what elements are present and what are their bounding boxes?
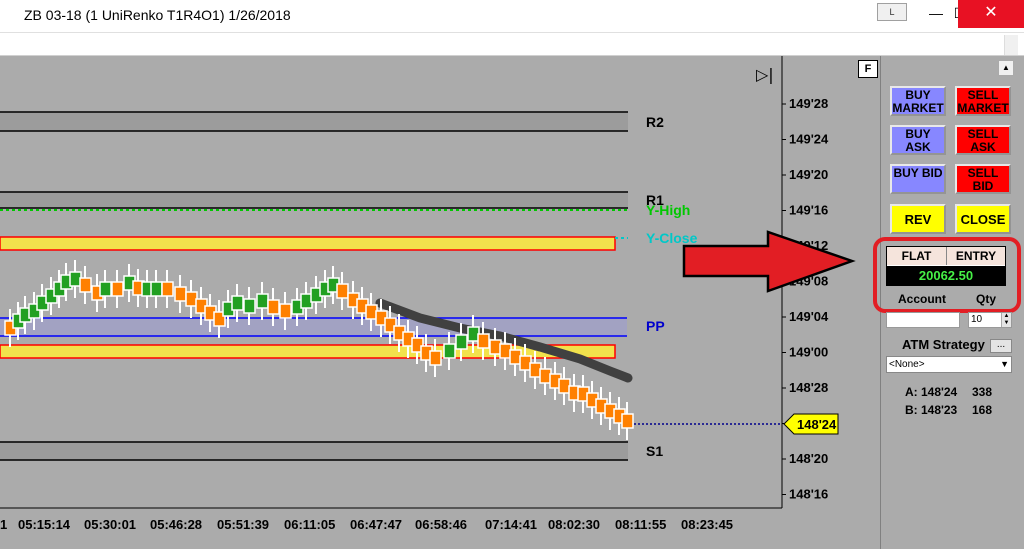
toolbar-scrollbar[interactable] [1004, 35, 1018, 55]
time-tick-label: 06:58:46 [415, 517, 467, 532]
time-tick-label: 08:23:45 [681, 517, 733, 532]
price-tick-label: 149'24 [789, 132, 829, 147]
time-axis: 1 05:15:14 05:30:01 05:46:28 05:51:39 06:11:0… [0, 517, 733, 532]
time-tick-label: 05:51:39 [217, 517, 269, 532]
pnl-value: 20062.50 [887, 266, 1005, 285]
atm-more-button[interactable]: ... [990, 339, 1012, 353]
pp-label: PP [646, 318, 665, 334]
atm-strategy-value: <None> [889, 359, 925, 370]
candle-up [256, 293, 269, 309]
candle-down [161, 281, 174, 297]
atm-strategy-label: ATM Strategy [902, 337, 985, 352]
position-box: FLAT ENTRY 20062.50 [886, 246, 1006, 286]
ask-size: 338 [972, 385, 993, 399]
time-tick-label: 08:02:30 [548, 517, 600, 532]
account-label: Account [898, 292, 946, 306]
price-chart[interactable]: R2 R1 Y-High Y-Close PP S1 149'28 149'24 1… [0, 56, 880, 549]
candle-up [243, 298, 256, 314]
sell-bid-button[interactable]: SELL BID [955, 164, 1011, 194]
candle-down [267, 299, 280, 315]
link-button[interactable]: L [877, 3, 907, 21]
last-price-marker [783, 413, 839, 435]
s1-band [0, 442, 628, 460]
candle-down [213, 311, 226, 327]
pivot-band [0, 318, 627, 336]
y-high-label: Y-High [646, 202, 690, 218]
r1-label: R1 [646, 192, 664, 208]
time-tick-label: 06:47:47 [350, 517, 402, 532]
toolbar-strip [0, 32, 1024, 56]
time-tick-label: 08:11:55 [615, 517, 666, 532]
entry-label: ENTRY [947, 247, 1005, 265]
sell-ask-button[interactable]: SELL ASK [955, 125, 1011, 155]
buy-market-button[interactable]: BUY MARKET [890, 86, 946, 116]
qty-label: Qty [976, 292, 997, 306]
candle-up [99, 281, 112, 297]
candle-down [79, 277, 92, 293]
time-tick-label: 06:11:05 [284, 517, 335, 532]
candle-down [174, 286, 187, 302]
price-tick-label: 149'20 [789, 167, 828, 182]
price-axis: 149'28149'24149'20149'16149'12149'08149'… [782, 96, 829, 502]
time-tick-label: 05:15:14 [18, 517, 71, 532]
panel-scroll-up-button[interactable]: ▲ [998, 60, 1014, 76]
price-tick-label: 149'16 [789, 203, 828, 218]
bid-size: 168 [972, 403, 993, 417]
account-select[interactable] [886, 312, 960, 328]
annotation-arrow [682, 230, 856, 293]
price-tick-label: 149'28 [789, 96, 828, 111]
close-button[interactable]: ✕ [958, 0, 1024, 28]
candle-down [384, 317, 397, 333]
r1-band [0, 192, 628, 208]
qty-value: 10 [971, 314, 983, 325]
candle-down [279, 303, 292, 319]
candle-up [443, 343, 456, 359]
candle-up [28, 303, 41, 319]
time-tick-label: 05:46:28 [150, 517, 202, 532]
price-tick-label: 148'20 [789, 451, 828, 466]
candle-series [4, 260, 634, 440]
last-price-label: 148'24 [797, 417, 837, 432]
price-tick-label: 149'04 [789, 309, 829, 324]
f-button[interactable]: F [858, 60, 878, 78]
candle-up [455, 334, 468, 350]
time-tick-label: 07:14:41 [485, 517, 537, 532]
close-position-button[interactable]: CLOSE [955, 204, 1011, 234]
annotation-highlight [873, 237, 1021, 313]
candle-down [429, 350, 442, 366]
minimize-button[interactable]: — [929, 5, 943, 21]
y-close-zone [0, 236, 616, 251]
ask-label: A: 148'24 [905, 385, 958, 399]
atm-strategy-select[interactable]: <None> ▼ [886, 356, 1012, 373]
candle-down [336, 283, 349, 299]
chevron-down-icon: ▼ [1000, 359, 1009, 369]
qty-stepper[interactable]: 10 ▲ ▼ [968, 312, 1012, 328]
sell-market-button[interactable]: SELL MARKET [955, 86, 1011, 116]
title-bar: ZB 03-18 (1 UniRenko T1R4O1) 1/26/2018 L… [0, 0, 1024, 32]
position-status: FLAT [887, 247, 947, 265]
s1-label: S1 [646, 443, 663, 459]
scroll-to-end-button[interactable]: ▷| [756, 65, 774, 84]
window-title: ZB 03-18 (1 UniRenko T1R4O1) 1/26/2018 [24, 7, 291, 23]
r2-label: R2 [646, 114, 664, 130]
buy-bid-button[interactable]: BUY BID [890, 164, 946, 194]
bid-label: B: 148'23 [905, 403, 958, 417]
reverse-button[interactable]: REV [890, 204, 946, 234]
time-tick-label: 05:30:01 [84, 517, 136, 532]
candle-down [411, 337, 424, 353]
price-tick-label: 148'16 [789, 487, 828, 502]
candle-down [477, 333, 490, 349]
qty-spin-buttons[interactable]: ▲ ▼ [1001, 313, 1011, 327]
moving-average-line [375, 298, 633, 383]
price-tick-label: 149'00 [789, 345, 828, 360]
candle-up [150, 281, 163, 297]
price-tick-label: 148'28 [789, 380, 828, 395]
candle-down [111, 281, 124, 297]
r2-band [0, 112, 628, 131]
candle-up [231, 295, 244, 311]
y-close-label: Y-Close [646, 230, 698, 246]
time-tick-label: 1 [0, 517, 7, 532]
buy-ask-button[interactable]: BUY ASK [890, 125, 946, 155]
candle-down [621, 413, 634, 429]
